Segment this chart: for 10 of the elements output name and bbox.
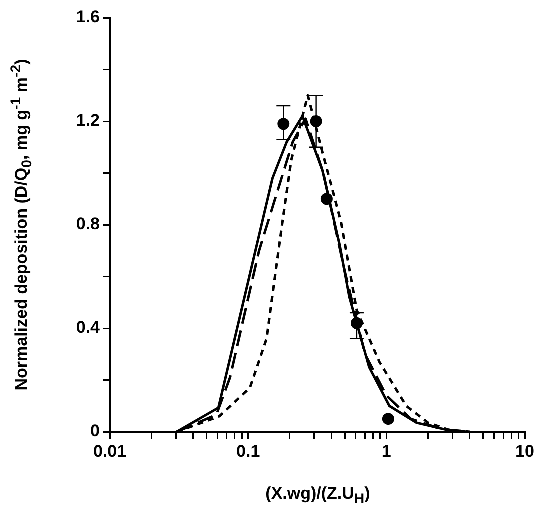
- y-tick-label: 0.4: [76, 318, 101, 338]
- y-tick-label: 0: [90, 422, 100, 441]
- x-tick-label: 10: [516, 442, 534, 461]
- y-tick-label: 1.2: [76, 111, 100, 130]
- x-axis-title: (X.wg)/(Z.U$_{H}$): [266, 484, 370, 508]
- y-tick-label: 1.6: [76, 8, 100, 27]
- y-tick-label: 0.8: [76, 214, 100, 234]
- x-tick-label: 1: [382, 442, 392, 461]
- x-tick-label: 0.1: [236, 442, 260, 461]
- x-tick-label: 0.01: [93, 442, 127, 461]
